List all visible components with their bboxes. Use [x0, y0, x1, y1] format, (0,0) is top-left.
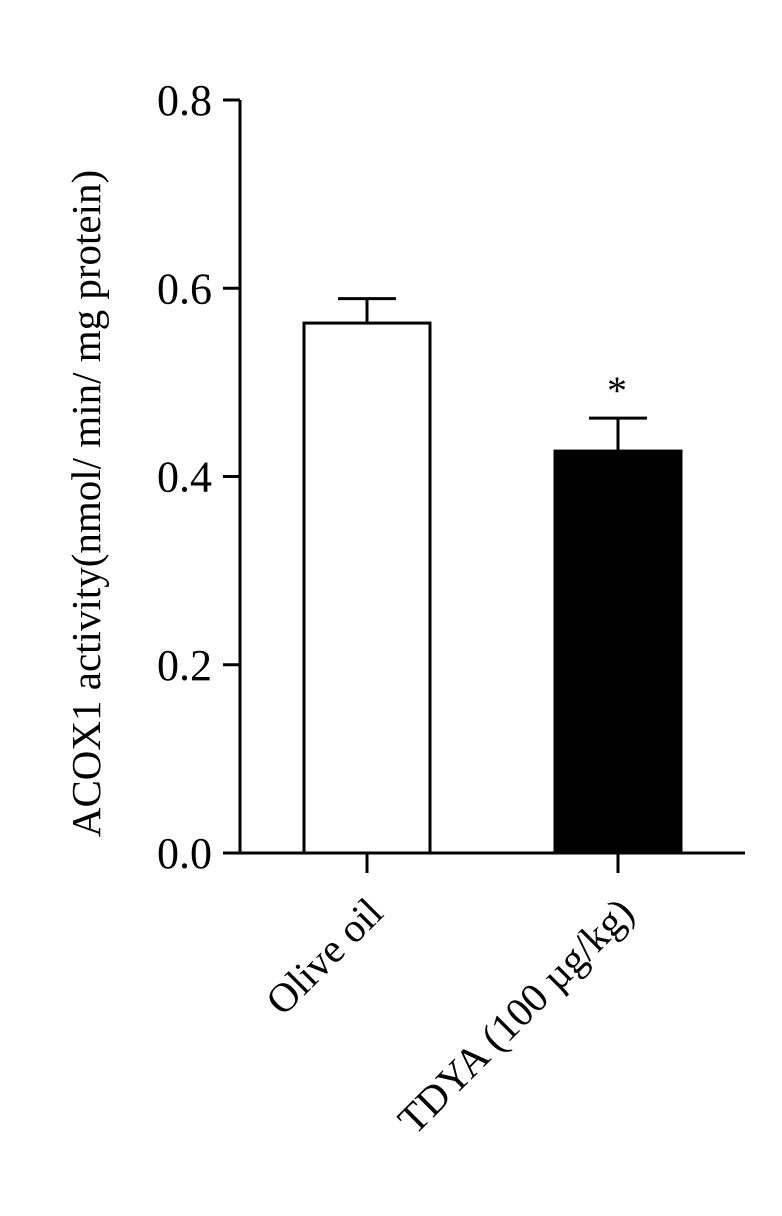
y-tick-label: 0.4: [157, 453, 212, 502]
y-tick-label: 0.8: [157, 76, 212, 125]
bars: [302, 297, 683, 855]
y-tick-label: 0.0: [157, 829, 212, 878]
y-tick-label: 0.2: [157, 641, 212, 690]
y-axis-title: ACOX1 activity(nmol/ min/ mg protein): [63, 170, 109, 837]
bar: [302, 321, 432, 855]
significance-marker: *: [607, 368, 627, 413]
x-category-label: Olive oil: [257, 889, 392, 1024]
x-category-label: TDYA (100 µg/kg): [389, 889, 643, 1143]
bar: [553, 449, 683, 855]
y-tick-label: 0.6: [157, 264, 212, 313]
y-axis: 0.0 0.2 0.4 0.6 0.8 ACOX1 activity(nmol/ min/…: [63, 76, 242, 878]
labels: *: [607, 368, 627, 413]
